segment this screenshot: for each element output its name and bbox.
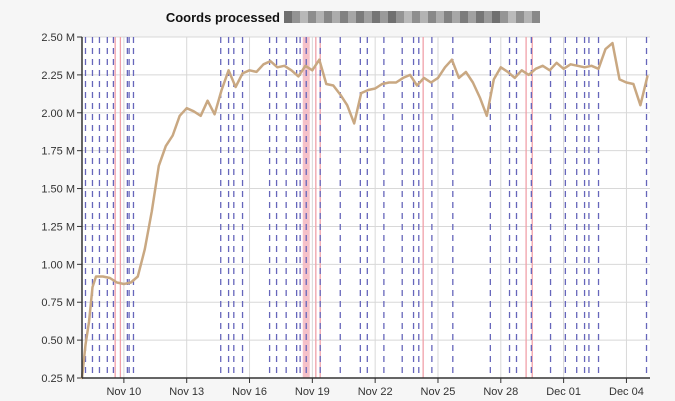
series-line	[80, 41, 649, 380]
redacted-block	[332, 11, 340, 23]
redacted-block	[500, 11, 508, 23]
redacted-block	[316, 11, 324, 23]
redacted-block	[412, 11, 420, 23]
redacted-block	[308, 11, 316, 23]
redacted-block	[284, 11, 292, 23]
y-tick-label: 0.75 M	[41, 297, 75, 309]
redacted-block	[428, 11, 436, 23]
y-tick-label: 1.75 M	[41, 146, 75, 158]
y-tick-label: 2.25 M	[41, 70, 75, 82]
redacted-block	[420, 11, 428, 23]
redacted-block	[340, 11, 348, 23]
x-tick-label: Dec 04	[609, 386, 644, 398]
redacted-title-suffix	[284, 11, 540, 23]
x-tick-label: Nov 22	[358, 386, 393, 398]
redacted-block	[460, 11, 468, 23]
x-tick-label: Dec 01	[546, 386, 581, 398]
x-tick-label: Nov 25	[421, 386, 456, 398]
y-tick-labels: 0.25 M 0.50 M 0.75 M 1.00 M 1.25 M 1.50 M 1.75…	[41, 32, 75, 385]
x-tick-label: Nov 10	[106, 386, 141, 398]
redacted-block	[348, 11, 356, 23]
y-tick-label: 0.25 M	[41, 373, 75, 385]
x-tick-label: Nov 28	[483, 386, 518, 398]
series-line-group	[80, 41, 649, 380]
redacted-block	[396, 11, 404, 23]
y-tick-label: 1.00 M	[41, 259, 75, 271]
redacted-block	[372, 11, 380, 23]
redacted-block	[468, 11, 476, 23]
y-tick-label: 1.25 M	[41, 221, 75, 233]
x-tick-label: Nov 16	[232, 386, 267, 398]
redacted-block	[356, 11, 364, 23]
redacted-block	[532, 11, 540, 23]
redacted-block	[484, 11, 492, 23]
redacted-block	[436, 11, 444, 23]
redacted-block	[292, 11, 300, 23]
redacted-block	[452, 11, 460, 23]
y-tick-label: 2.50 M	[41, 32, 75, 44]
redacted-block	[444, 11, 452, 23]
y-tick-label: 2.00 M	[41, 108, 75, 120]
redacted-block	[492, 11, 500, 23]
redacted-block	[380, 11, 388, 23]
y-tick-label: 1.50 M	[41, 184, 75, 196]
redacted-block	[476, 11, 484, 23]
x-tick-labels: Nov 10 Nov 13 Nov 16 Nov 19 Nov 22 Nov 25 Nov …	[106, 386, 643, 398]
redacted-block	[388, 11, 396, 23]
redacted-block	[516, 11, 524, 23]
plot-area	[82, 37, 650, 378]
chart-title: Coords processed	[166, 10, 280, 25]
redacted-block	[364, 11, 372, 23]
x-tick-label: Nov 13	[169, 386, 204, 398]
redacted-block	[300, 11, 308, 23]
grid-lines	[77, 36, 650, 383]
redacted-block	[508, 11, 516, 23]
y-tick-label: 0.50 M	[41, 335, 75, 347]
redacted-block	[404, 11, 412, 23]
redacted-block	[524, 11, 532, 23]
redacted-block	[324, 11, 332, 23]
x-tick-label: Nov 19	[295, 386, 330, 398]
